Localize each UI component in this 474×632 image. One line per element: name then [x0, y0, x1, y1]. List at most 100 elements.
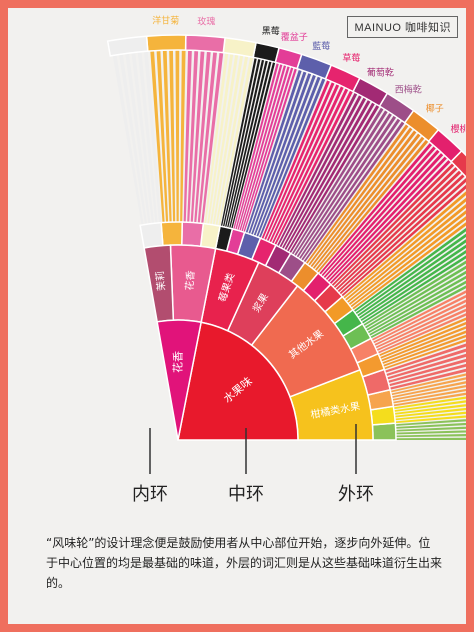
inner-label-1: 花香: [172, 351, 185, 373]
middle-label-4: 花香: [183, 270, 197, 291]
outer-band-16-5: [233, 62, 279, 230]
outer-band-6-3: [365, 270, 466, 331]
outer-band-16-3: [237, 64, 287, 231]
outer-label-17: 黑莓: [262, 25, 280, 37]
outer-band-8-1: [350, 216, 466, 308]
outer-band-14-4: [264, 81, 335, 241]
outer-band-17-0: [231, 61, 276, 229]
outer-band-5-5: [371, 290, 466, 341]
flavor-wheel: 水果味花香柑橘类水果其他水果浆果莓果类花香茉莉酸橙/莱姆柠檬橙葡萄柚梨/梨子桃/…: [106, 15, 466, 505]
outer-label-14: 草莓: [342, 52, 360, 64]
outer-band-15-3: [250, 72, 312, 236]
outer-label-15: 藍莓: [312, 40, 330, 52]
outer-band-9-5: [331, 162, 455, 287]
outer-band-6-4: [364, 265, 466, 329]
outer-band-5-0: [377, 313, 466, 354]
outer-band-10-0: [329, 159, 452, 285]
outer-band-8-3: [346, 203, 466, 304]
outer-band-7-0: [361, 255, 466, 324]
outer-band-16-0: [243, 67, 298, 233]
marker-label-outer: 外环: [338, 484, 374, 505]
outer-band-4-5: [378, 317, 466, 357]
outer-band-21-3: [125, 53, 151, 225]
outer-band-9-0: [341, 184, 466, 297]
outer-band-14-5: [261, 79, 331, 240]
inner-segment-0: [177, 321, 299, 441]
outer-base-19: [181, 221, 205, 248]
outer-band-0-1: [395, 434, 466, 438]
outer-band-3-4: [385, 348, 466, 377]
outer-band-10-3: [323, 149, 441, 279]
outer-base-21: [139, 221, 164, 249]
outer-label-12: 西梅乾: [395, 83, 422, 95]
outer-cap-18: [222, 36, 257, 59]
outer-band-5-2: [375, 304, 466, 349]
outer-band-19-0: [201, 52, 224, 224]
inner-segment-1: [156, 319, 203, 441]
outer-band-1-4: [393, 400, 466, 412]
outer-band-12-4: [294, 109, 389, 257]
outer-band-21-4: [118, 53, 148, 225]
outer-base-0: [371, 422, 397, 441]
brand-label: MAINUO 咖啡知识: [347, 16, 458, 38]
outer-band-15-5: [245, 69, 302, 234]
outer-band-14-2: [269, 85, 344, 243]
outer-band-4-4: [379, 321, 466, 359]
outer-label-16: 覆盆子: [281, 31, 308, 43]
outer-band-20-4: [156, 50, 169, 223]
outer-band-13-0: [289, 104, 380, 254]
outer-band-8-4: [344, 197, 466, 301]
outer-band-13-1: [286, 101, 376, 252]
outer-band-1-2: [394, 407, 466, 418]
outer-band-19-3: [190, 50, 205, 223]
outer-band-1-1: [394, 411, 466, 421]
outer-cap-21: [106, 35, 149, 57]
outer-band-0-2: [395, 430, 466, 435]
outer-band-9-4: [333, 166, 459, 289]
outer-band-5-3: [373, 299, 466, 346]
outer-band-2-5: [390, 373, 466, 393]
outer-band-11-4: [307, 126, 413, 266]
outer-band-7-1: [359, 250, 466, 322]
outer-band-14-1: [271, 87, 349, 244]
outer-cap-19: [184, 34, 226, 54]
outer-band-11-0: [316, 139, 429, 274]
outer-band-11-2: [312, 132, 421, 270]
outer-band-4-2: [381, 330, 466, 365]
outer-band-18-3: [210, 54, 239, 225]
outer-band-9-3: [335, 170, 462, 291]
outer-band-17-3: [224, 59, 265, 228]
outer-band-6-2: [367, 275, 466, 334]
outer-band-12-5: [291, 107, 384, 255]
outer-label-19: 玫瑰: [197, 16, 215, 28]
outer-band-0-0: [395, 437, 466, 440]
outer-band-20-3: [162, 50, 172, 223]
wheel-bands: [112, 50, 466, 440]
outer-cap-17: [252, 41, 280, 64]
outer-band-12-0: [303, 120, 405, 263]
outer-band-17-2: [227, 59, 268, 228]
outer-band-13-5: [276, 92, 358, 247]
outer-band-14-0: [274, 90, 354, 246]
outer-band-20-1: [175, 50, 180, 223]
outer-band-10-5: [318, 142, 433, 275]
outer-band-13-3: [281, 97, 367, 250]
outer-band-7-4: [355, 233, 466, 315]
outer-band-15-0: [258, 77, 326, 239]
outer-band-2-0: [393, 392, 466, 407]
outer-label-10: 櫻桃: [451, 123, 466, 135]
outer-band-16-1: [241, 66, 294, 232]
outer-band-6-5: [363, 260, 466, 327]
outer-band-12-1: [301, 118, 401, 262]
outer-band-4-3: [380, 326, 466, 362]
outer-label-20: 洋甘菊: [152, 15, 179, 27]
outer-band-4-1: [382, 334, 466, 367]
outer-band-19-2: [194, 51, 211, 223]
outer-band-6-0: [370, 285, 466, 339]
outer-band-19-4: [187, 50, 199, 223]
middle-label-5: 茉莉: [153, 270, 168, 291]
outer-band-5-1: [376, 308, 466, 352]
outer-label-13: 葡萄乾: [367, 67, 394, 79]
outer-band-21-5: [112, 54, 144, 226]
outer-cap-15: [296, 53, 333, 80]
